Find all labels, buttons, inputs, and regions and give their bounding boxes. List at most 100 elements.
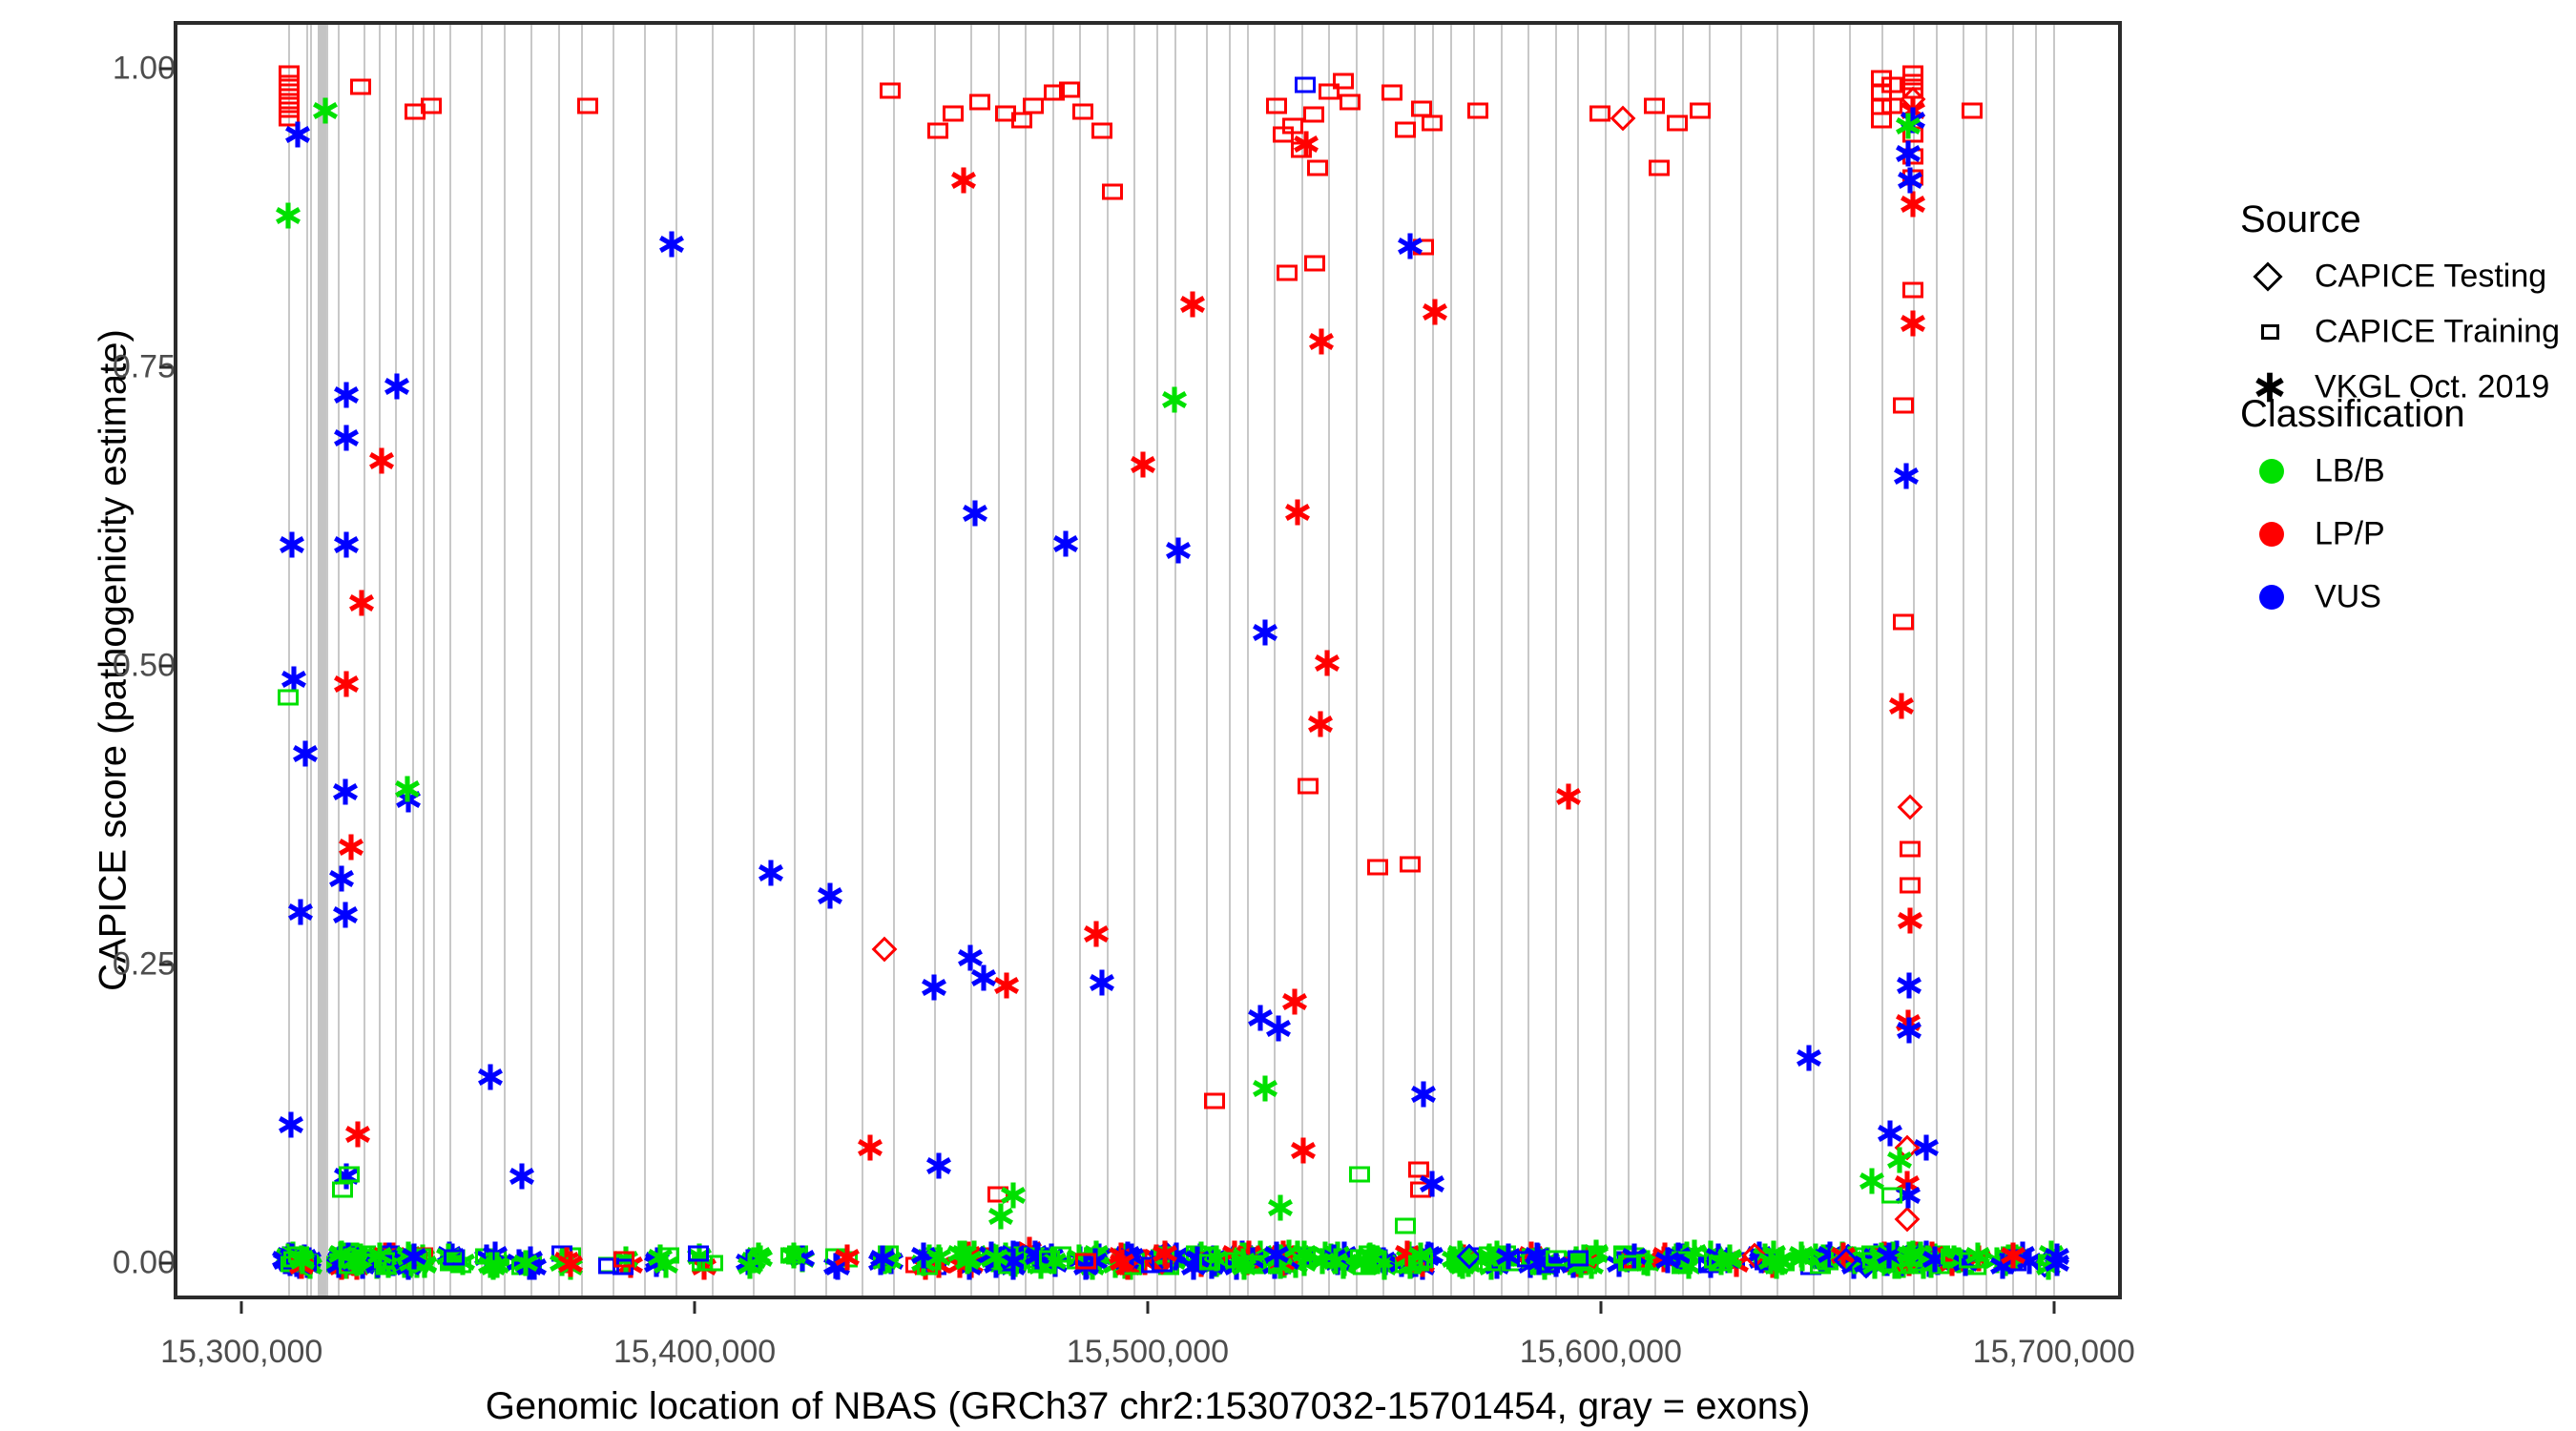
legend-item-classification[interactable]: LP/P xyxy=(2250,513,2565,555)
exon-gridline xyxy=(2012,25,2015,1296)
data-point-baseline xyxy=(1494,1242,1523,1271)
data-point-lp-p xyxy=(1306,710,1335,738)
data-point-lp-p xyxy=(1666,114,1688,132)
x-tick-mark xyxy=(2052,1301,2056,1314)
data-point-lp-p xyxy=(1410,1181,1432,1198)
data-point-lp-p xyxy=(1896,906,1924,935)
data-point-lp-p xyxy=(1422,114,1444,132)
data-point-baseline xyxy=(1231,1255,1253,1273)
data-point-lp-p xyxy=(1644,97,1666,114)
data-point-lp-p xyxy=(1266,97,1288,114)
legend-item-classification[interactable]: LB/B xyxy=(2250,450,2565,492)
x-tick-label: 15,500,000 xyxy=(1066,1334,1230,1370)
data-point-baseline xyxy=(1999,1241,2027,1270)
y-tick-mark xyxy=(159,963,172,966)
data-point-lp-p xyxy=(856,1133,884,1162)
data-point-lp-p xyxy=(1901,281,1923,299)
exon-gridline xyxy=(1984,25,1987,1296)
data-point-vus xyxy=(1876,1119,1904,1148)
data-point-baseline xyxy=(1988,1252,2017,1280)
data-point-baseline xyxy=(365,1241,394,1270)
data-point-baseline xyxy=(287,1244,316,1273)
exon-gridline xyxy=(423,25,426,1296)
legend-item-source[interactable]: VKGL Oct. 2019 xyxy=(2250,366,2565,408)
data-point-lp-p xyxy=(1082,920,1111,948)
data-point-vus xyxy=(924,1151,953,1180)
data-point-baseline xyxy=(833,1243,862,1272)
data-point-vus xyxy=(1895,1016,1923,1045)
data-point-baseline xyxy=(1038,1250,1060,1267)
data-point-lp-p xyxy=(1071,103,1093,120)
data-point-vus xyxy=(291,739,320,768)
legend-item-source[interactable]: CAPICE Training xyxy=(2250,311,2565,353)
exon-gridline xyxy=(675,25,678,1296)
data-point-vus xyxy=(332,530,361,559)
exon-gridline xyxy=(1912,25,1915,1296)
exon-gridline xyxy=(1654,25,1657,1296)
data-point-lp-p xyxy=(926,122,948,139)
data-point-lp-p xyxy=(1901,73,1923,91)
data-point-lb-b xyxy=(1858,1167,1886,1195)
data-point-lp-p xyxy=(949,166,978,195)
data-point-vus xyxy=(956,944,985,972)
data-point-baseline xyxy=(1412,1252,1434,1269)
data-point-baseline xyxy=(1959,1252,1981,1269)
data-point-baseline xyxy=(1567,1250,1589,1267)
exon-gridline xyxy=(970,25,973,1296)
data-point-lp-p xyxy=(349,78,371,95)
data-point-vus xyxy=(331,901,360,929)
data-point-lp-p xyxy=(1091,122,1112,139)
data-point-lp-p xyxy=(1282,117,1304,135)
exon-gridline xyxy=(612,25,614,1296)
exon-gridline xyxy=(825,25,828,1296)
data-point-lp-p xyxy=(279,110,301,127)
exon-gridline xyxy=(753,25,756,1296)
exon-gridline xyxy=(1473,25,1476,1296)
data-point-baseline xyxy=(746,1244,775,1273)
data-point-baseline xyxy=(982,1243,1010,1272)
data-point-baseline xyxy=(1262,1240,1291,1269)
exon-gridline xyxy=(1740,25,1743,1296)
data-point-lb-b xyxy=(1251,1074,1279,1103)
data-point-vus xyxy=(1264,1014,1293,1043)
data-point-lp-p xyxy=(279,74,301,92)
data-point-lp-p xyxy=(1648,159,1670,176)
exon-gridline xyxy=(1604,25,1607,1296)
data-point-lb-b xyxy=(987,1202,1015,1231)
exon-gridline xyxy=(325,25,328,1296)
y-tick-mark xyxy=(159,1261,172,1265)
data-point-lp-p xyxy=(1900,877,1922,894)
data-point-baseline xyxy=(613,1251,634,1268)
legend-label-source: CAPICE Testing xyxy=(2315,258,2547,295)
data-point-baseline xyxy=(1653,1246,1682,1275)
exon-gridline xyxy=(503,25,506,1296)
exon-gridline xyxy=(1776,25,1779,1296)
data-point-lp-p xyxy=(1058,81,1080,98)
data-point-lb-b xyxy=(332,1181,354,1198)
data-point-vus xyxy=(1396,232,1424,260)
data-point-lp-p xyxy=(1408,1161,1430,1178)
exon-gridline xyxy=(1246,25,1249,1296)
diamond-icon xyxy=(2250,256,2294,298)
data-point-lp-p xyxy=(1421,298,1449,326)
exon-gridline xyxy=(862,25,864,1296)
data-point-vus xyxy=(278,530,306,559)
legend-item-source[interactable]: CAPICE Testing xyxy=(2250,256,2565,298)
x-tick-label: 15,300,000 xyxy=(160,1334,323,1370)
asterisk-icon xyxy=(2250,366,2294,408)
data-point-vus xyxy=(331,778,360,806)
data-point-lp-p xyxy=(1394,121,1416,138)
data-point-lp-p xyxy=(1022,97,1044,114)
data-point-vus xyxy=(280,665,308,694)
data-point-lp-p xyxy=(1894,1206,1921,1233)
legend-item-classification[interactable]: VUS xyxy=(2250,576,2565,618)
exon-gridline xyxy=(997,25,1000,1296)
data-point-lp-p xyxy=(1303,106,1324,123)
data-point-lb-b xyxy=(338,1166,360,1183)
data-point-lp-p xyxy=(1466,102,1488,119)
data-point-baseline xyxy=(443,1249,465,1266)
exon-gridline xyxy=(448,25,451,1296)
data-point-lp-p xyxy=(332,670,361,698)
data-point-lp-p xyxy=(1589,105,1611,122)
